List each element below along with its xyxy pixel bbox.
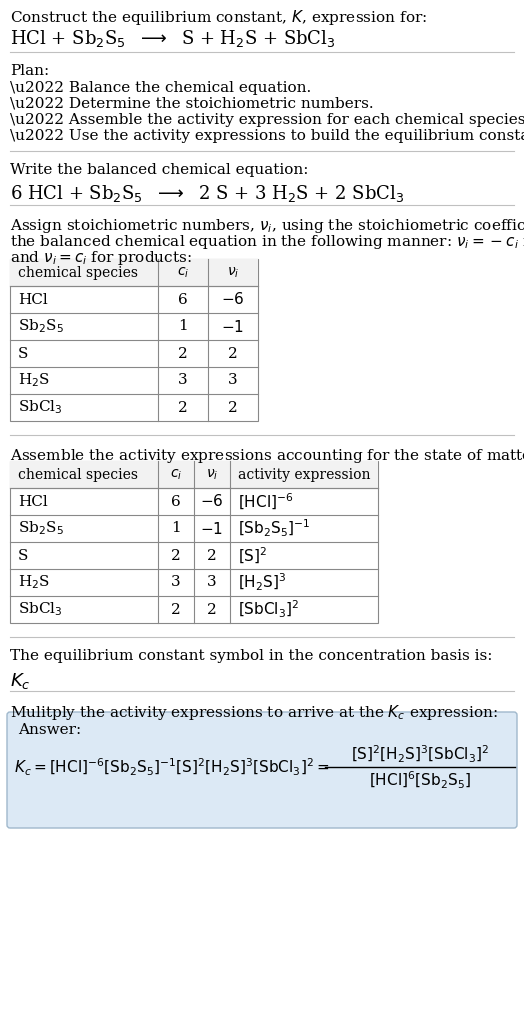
Text: 3: 3 [228,374,238,388]
Text: $[\mathrm{S}]^2$: $[\mathrm{S}]^2$ [238,545,267,566]
Text: 3: 3 [171,576,181,589]
Text: Mulitply the activity expressions to arrive at the $K_c$ expression:: Mulitply the activity expressions to arr… [10,703,498,722]
Text: Write the balanced chemical equation:: Write the balanced chemical equation: [10,163,309,177]
Text: The equilibrium constant symbol in the concentration basis is:: The equilibrium constant symbol in the c… [10,649,493,663]
Text: Construct the equilibrium constant, $K$, expression for:: Construct the equilibrium constant, $K$,… [10,8,427,27]
Text: Sb$_2$S$_5$: Sb$_2$S$_5$ [18,520,64,537]
Text: activity expression: activity expression [238,468,370,482]
Text: \u2022 Use the activity expressions to build the equilibrium constant expression: \u2022 Use the activity expressions to b… [10,129,524,143]
Bar [10,259,258,421]
Text: chemical species: chemical species [18,265,138,280]
Text: SbCl$_3$: SbCl$_3$ [18,600,63,619]
Text: 2: 2 [178,400,188,415]
Text: S: S [18,548,28,563]
Text: $[\mathrm{S}]^2 [\mathrm{H_2S}]^3 [\mathrm{SbCl_3}]^2$: $[\mathrm{S}]^2 [\mathrm{H_2S}]^3 [\math… [351,743,489,765]
Text: $[\mathrm{H_2S}]^3$: $[\mathrm{H_2S}]^3$ [238,572,287,593]
FancyBboxPatch shape [7,712,517,828]
Text: 2: 2 [178,346,188,360]
Text: $-6$: $-6$ [200,493,224,509]
Text: $K_c = [\mathrm{HCl}]^{-6} [\mathrm{Sb_2S_5}]^{-1} [\mathrm{S}]^2 [\mathrm{H_2S}: $K_c = [\mathrm{HCl}]^{-6} [\mathrm{Sb_2… [14,757,330,778]
Text: $[\mathrm{HCl}]^{-6}$: $[\mathrm{HCl}]^{-6}$ [238,491,293,512]
Text: S: S [18,346,28,360]
Text: $c_i$: $c_i$ [170,468,182,482]
Text: H$_2$S: H$_2$S [18,372,50,389]
Text: 1: 1 [178,320,188,334]
Text: $[\mathrm{SbCl_3}]^2$: $[\mathrm{SbCl_3}]^2$ [238,599,299,620]
Text: 6: 6 [171,494,181,508]
Text: \u2022 Determine the stoichiometric numbers.: \u2022 Determine the stoichiometric numb… [10,97,374,111]
Text: $[\mathrm{HCl}]^6 [\mathrm{Sb_2S_5}]$: $[\mathrm{HCl}]^6 [\mathrm{Sb_2S_5}]$ [369,770,471,790]
Text: SbCl$_3$: SbCl$_3$ [18,398,63,417]
Text: $-1$: $-1$ [222,319,245,335]
Text: 6 HCl + Sb$_2$S$_5$  $\longrightarrow$  2 S + 3 H$_2$S + 2 SbCl$_3$: 6 HCl + Sb$_2$S$_5$ $\longrightarrow$ 2 … [10,183,405,204]
Text: and $\nu_i = c_i$ for products:: and $\nu_i = c_i$ for products: [10,249,192,268]
Text: $[\mathrm{Sb_2S_5}]^{-1}$: $[\mathrm{Sb_2S_5}]^{-1}$ [238,518,311,539]
Text: $c_i$: $c_i$ [177,265,189,280]
Text: H$_2$S: H$_2$S [18,574,50,591]
Text: 2: 2 [207,602,217,617]
Text: 2: 2 [207,548,217,563]
Text: Sb$_2$S$_5$: Sb$_2$S$_5$ [18,318,64,335]
Text: HCl + Sb$_2$S$_5$  $\longrightarrow$  S + H$_2$S + SbCl$_3$: HCl + Sb$_2$S$_5$ $\longrightarrow$ S + … [10,28,336,49]
Text: 1: 1 [171,522,181,535]
Text: $-6$: $-6$ [221,292,245,307]
Text: Assign stoichiometric numbers, $\nu_i$, using the stoichiometric coefficients, $: Assign stoichiometric numbers, $\nu_i$, … [10,217,524,235]
Text: Assemble the activity expressions accounting for the state of matter and $\nu_i$: Assemble the activity expressions accoun… [10,447,524,465]
Bar [10,461,378,488]
Text: $K_c$: $K_c$ [10,671,30,691]
Text: 2: 2 [228,400,238,415]
Text: $-1$: $-1$ [201,521,224,536]
Bar [10,259,258,286]
Text: chemical species: chemical species [18,468,138,482]
Bar [10,461,378,623]
Text: \u2022 Balance the chemical equation.: \u2022 Balance the chemical equation. [10,81,311,95]
Text: 3: 3 [207,576,217,589]
Text: 2: 2 [171,548,181,563]
Text: HCl: HCl [18,292,48,306]
Text: the balanced chemical equation in the following manner: $\nu_i = -c_i$ for react: the balanced chemical equation in the fo… [10,233,524,251]
Text: $\nu_i$: $\nu_i$ [206,468,218,482]
Text: Plan:: Plan: [10,64,49,78]
Text: 6: 6 [178,292,188,306]
Text: \u2022 Assemble the activity expression for each chemical species.: \u2022 Assemble the activity expression … [10,113,524,127]
Text: 2: 2 [228,346,238,360]
Text: 2: 2 [171,602,181,617]
Text: HCl: HCl [18,494,48,508]
Text: 3: 3 [178,374,188,388]
Text: Answer:: Answer: [18,723,81,737]
Text: $\nu_i$: $\nu_i$ [227,265,239,280]
